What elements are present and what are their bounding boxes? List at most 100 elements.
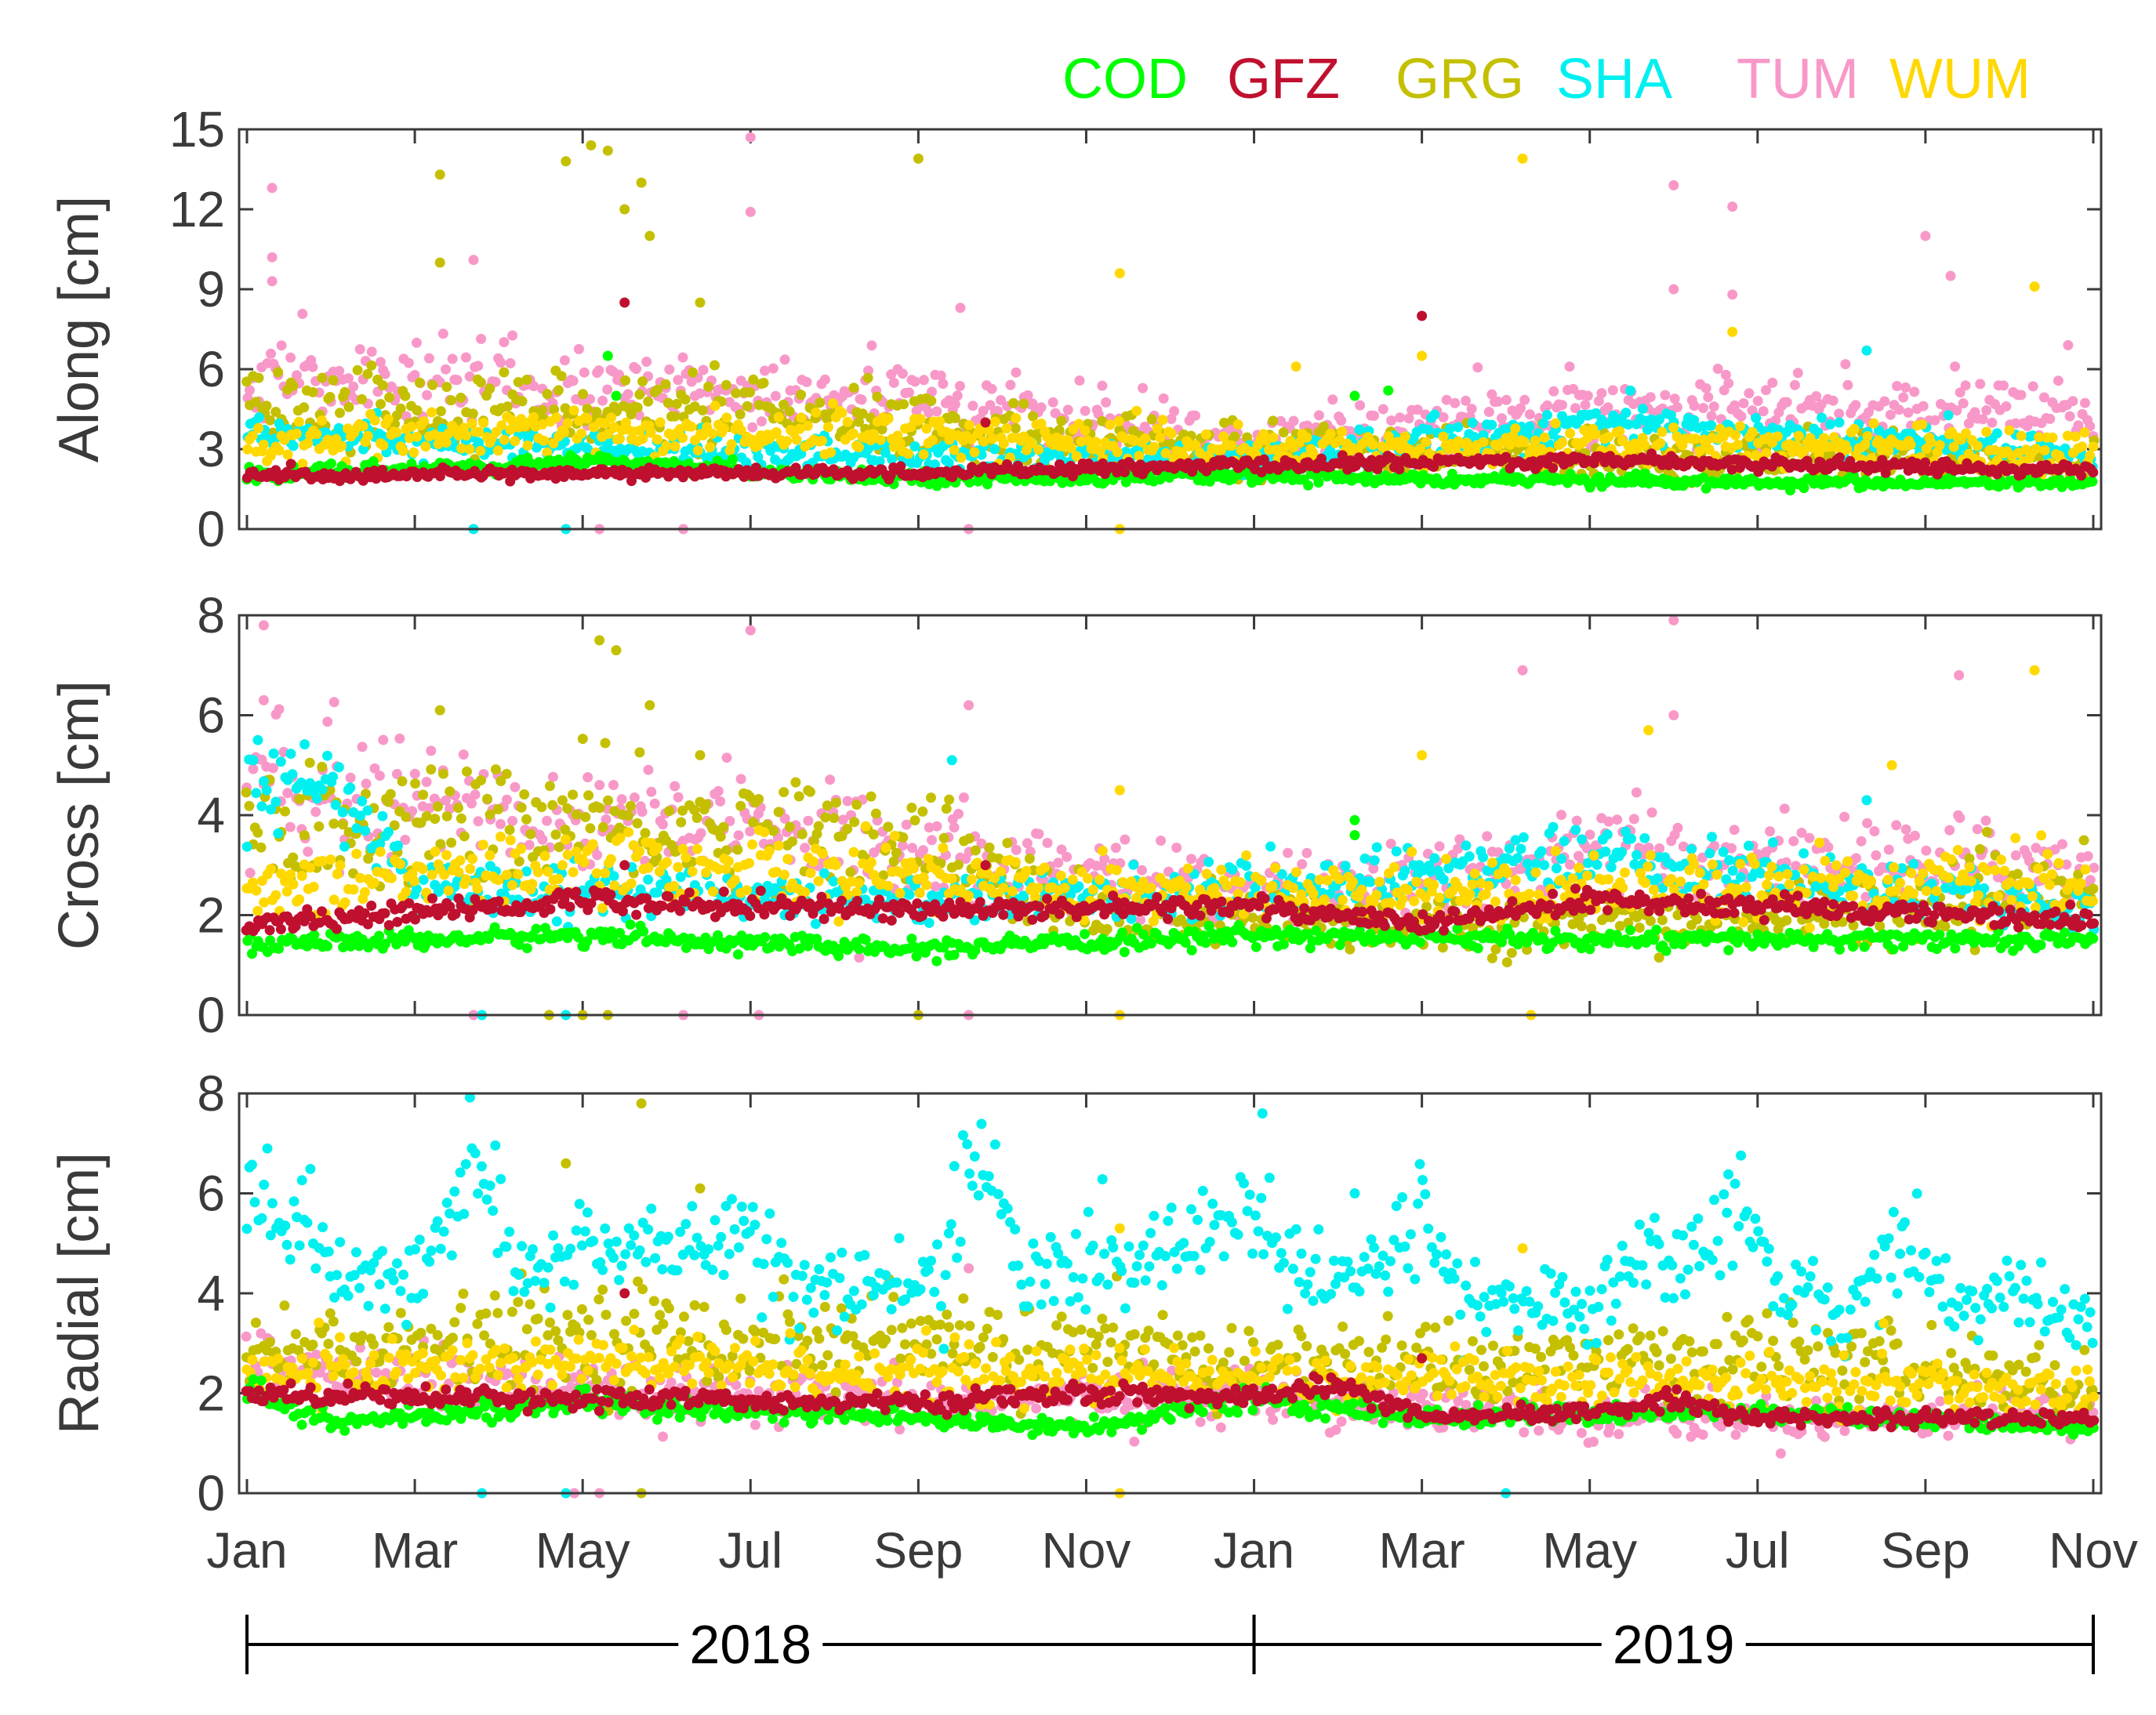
y-tick-label: 12 (169, 181, 225, 237)
point-wum (537, 419, 548, 430)
point-tum (1898, 392, 1909, 403)
point-wum (603, 429, 614, 440)
point-grg (634, 747, 645, 758)
point-tum (1580, 400, 1591, 411)
point-grg (1278, 427, 1289, 438)
point-grg (793, 791, 804, 802)
point-tum (1441, 394, 1452, 405)
point-grg (735, 800, 746, 811)
point-grg (731, 388, 742, 399)
point-wum (378, 440, 389, 451)
point-tum (819, 374, 830, 385)
point-grg (848, 383, 859, 393)
point-grg (637, 376, 648, 387)
point-grg (898, 399, 909, 410)
point-tum (770, 390, 781, 401)
point-tum (1022, 390, 1033, 401)
y-tick-label: 0 (197, 987, 225, 1043)
point-tum (248, 763, 259, 774)
point-tum (1158, 393, 1169, 404)
outlier-grg (695, 297, 706, 308)
point-grg (748, 817, 758, 828)
point-tum (1779, 803, 1790, 814)
point-tum (1869, 826, 1880, 836)
point-wum (1655, 437, 1666, 448)
point-tum (322, 716, 333, 727)
point-wum (2034, 432, 2045, 443)
point-tum (473, 361, 484, 372)
point-tum (1975, 379, 1986, 390)
point-tum (978, 405, 989, 416)
point-grg (1242, 432, 1253, 443)
point-grg (241, 787, 252, 798)
point-sha (1991, 428, 2002, 439)
point-sha (1538, 418, 1549, 429)
point-cod (728, 454, 738, 465)
point-tum (2061, 859, 2072, 870)
point-wum (258, 439, 269, 450)
point-grg (549, 404, 560, 415)
outlier-gfz (1417, 310, 1428, 321)
point-grg (314, 821, 325, 832)
point-tum (1900, 824, 1911, 835)
point-wum (1791, 440, 1802, 451)
point-grg (632, 818, 643, 828)
point-wum (915, 414, 926, 424)
point-tum (1005, 379, 1016, 390)
point-wum (1694, 445, 1705, 456)
point-wum (1155, 432, 1166, 443)
point-gfz (1726, 464, 1737, 475)
point-tum (2001, 401, 2012, 412)
point-grg (660, 379, 671, 390)
point-cod (1313, 477, 1324, 488)
point-tum (760, 365, 770, 376)
point-grg (426, 764, 437, 775)
point-wum (1772, 431, 1783, 442)
point-tum (542, 815, 552, 826)
point-wum (499, 434, 510, 445)
point-wum (568, 405, 579, 416)
point-wum (1883, 445, 1894, 456)
point-wum (670, 441, 681, 452)
point-wum (293, 416, 304, 427)
point-wum (2039, 445, 2050, 455)
point-tum (374, 770, 385, 781)
point-grg (459, 831, 470, 842)
point-tum (930, 881, 941, 892)
point-grg (721, 845, 732, 856)
point-tum (649, 798, 660, 809)
point-tum (918, 375, 929, 386)
point-sha (1621, 408, 1632, 419)
point-wum (1730, 430, 1740, 441)
point-tum (677, 352, 688, 363)
point-tum (507, 330, 518, 341)
point-tum (949, 399, 960, 410)
point-tum (1493, 396, 1503, 407)
point-tum (307, 361, 318, 372)
point-grg (845, 867, 856, 878)
point-tum (1097, 380, 1108, 391)
point-grg (445, 786, 456, 797)
point-wum (1917, 419, 1928, 430)
point-grg (499, 367, 510, 378)
point-tum (1047, 397, 1058, 408)
point-tum (447, 354, 458, 364)
outlier-tum (745, 206, 756, 217)
point-tum (931, 821, 942, 832)
point-tum (328, 697, 339, 708)
outlier-tum (1668, 179, 1679, 190)
point-grg (537, 404, 548, 415)
point-wum (510, 436, 521, 447)
point-wum (1278, 442, 1289, 453)
point-wum (1639, 440, 1650, 451)
point-wum (369, 415, 380, 426)
point-gfz (1935, 464, 1946, 475)
point-wum (883, 413, 894, 424)
point-tum (366, 346, 377, 357)
point-grg (514, 856, 524, 867)
point-tum (1823, 842, 1834, 853)
point-wum (1301, 432, 1312, 443)
point-grg (701, 799, 712, 810)
point-tum (1171, 843, 1182, 853)
